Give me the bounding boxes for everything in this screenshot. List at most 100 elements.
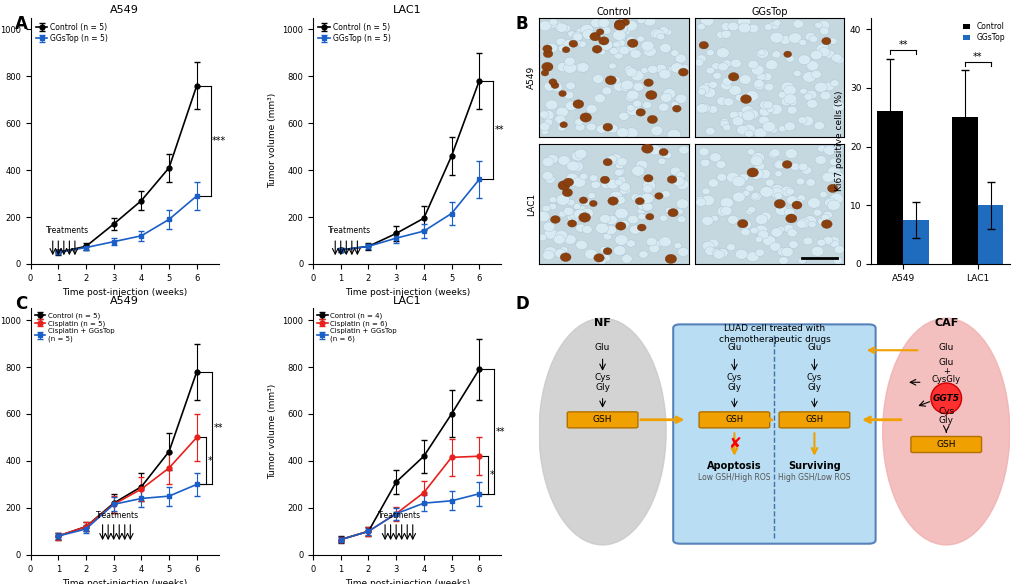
Circle shape [803,93,812,100]
Circle shape [716,249,728,258]
Circle shape [694,59,703,66]
Circle shape [754,162,764,170]
Circle shape [624,20,637,31]
Circle shape [788,241,798,248]
Circle shape [547,250,555,257]
Circle shape [594,20,602,27]
Circle shape [564,57,575,65]
Circle shape [698,103,709,113]
Circle shape [798,163,807,171]
Circle shape [546,155,557,164]
Text: GSH: GSH [592,415,611,424]
Circle shape [626,90,638,100]
Circle shape [730,59,741,68]
Circle shape [740,228,749,236]
Circle shape [773,193,782,199]
Circle shape [606,155,616,163]
Circle shape [707,179,718,187]
Circle shape [582,225,592,234]
Circle shape [658,148,667,156]
Circle shape [601,27,610,34]
Circle shape [566,173,577,182]
Circle shape [597,18,609,27]
FancyBboxPatch shape [698,412,769,428]
Circle shape [565,101,577,110]
Circle shape [610,193,619,200]
Text: GSH: GSH [805,415,822,424]
Circle shape [727,215,738,224]
Circle shape [599,246,607,253]
Circle shape [774,206,787,215]
Circle shape [769,242,781,251]
Circle shape [562,178,573,186]
Text: Treatments: Treatments [378,511,421,520]
Circle shape [633,82,643,91]
Circle shape [802,72,815,82]
Circle shape [716,173,727,181]
Circle shape [803,215,815,226]
Circle shape [557,180,570,190]
Circle shape [608,154,622,164]
Circle shape [720,30,731,38]
Circle shape [637,214,645,220]
Circle shape [749,192,760,201]
X-axis label: Time post-injection (weeks): Time post-injection (weeks) [344,288,470,297]
Circle shape [541,70,548,76]
Circle shape [601,87,611,95]
Text: A: A [15,15,29,33]
Circle shape [575,62,588,73]
Circle shape [637,17,645,23]
Circle shape [747,149,754,155]
Circle shape [660,44,671,53]
Circle shape [648,244,658,253]
Circle shape [599,40,612,50]
Bar [903,220,928,264]
Circle shape [556,62,569,72]
Circle shape [781,247,793,257]
Circle shape [777,256,788,265]
Circle shape [613,169,623,176]
Circle shape [814,22,821,28]
X-axis label: Time post-injection (weeks): Time post-injection (weeks) [62,288,187,297]
Circle shape [805,91,816,99]
Text: High GSH/Low ROS: High GSH/Low ROS [777,472,850,482]
Circle shape [675,94,686,103]
Circle shape [548,203,556,210]
Circle shape [540,128,548,135]
Circle shape [711,62,719,69]
Text: GGT5: GGT5 [931,394,959,403]
Circle shape [764,179,773,186]
Circle shape [570,161,583,172]
Circle shape [621,84,629,92]
Circle shape [542,251,554,260]
Circle shape [605,215,616,225]
Y-axis label: A549: A549 [527,66,536,89]
Circle shape [657,158,665,165]
Circle shape [698,148,708,156]
Circle shape [728,72,738,81]
Circle shape [819,91,830,100]
Circle shape [554,115,565,123]
Circle shape [641,41,653,51]
Circle shape [573,177,585,187]
Circle shape [575,224,585,232]
Circle shape [643,16,655,26]
Circle shape [696,55,705,62]
Circle shape [736,125,748,135]
Circle shape [798,39,806,46]
Circle shape [677,216,686,223]
Circle shape [550,215,559,223]
Circle shape [543,82,555,91]
Circle shape [637,208,645,214]
Circle shape [546,19,557,28]
Circle shape [768,21,780,30]
Circle shape [755,228,764,235]
Circle shape [735,94,743,101]
Circle shape [571,151,584,161]
Circle shape [555,38,566,46]
Circle shape [613,21,625,30]
Circle shape [758,116,768,124]
Circle shape [704,247,715,255]
Circle shape [712,72,720,79]
Circle shape [799,88,806,94]
